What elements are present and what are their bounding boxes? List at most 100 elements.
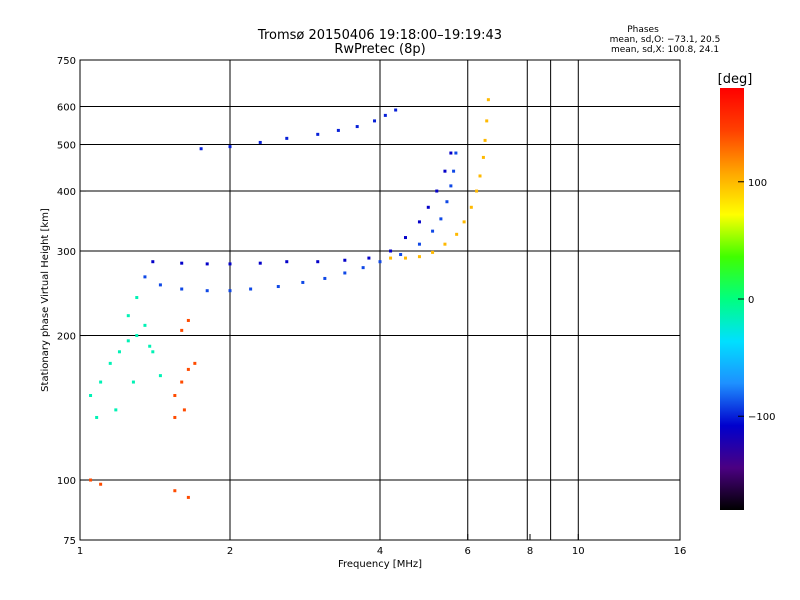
data-point-s3-7 bbox=[469, 205, 473, 209]
data-point-s2-0 bbox=[199, 147, 203, 151]
data-points bbox=[89, 98, 490, 499]
y-axis-ticks: 75 100 200 300 400 500 600 750 bbox=[57, 56, 86, 547]
x-tick-label-6: 16 bbox=[674, 546, 687, 557]
data-point-s2-7 bbox=[373, 119, 377, 123]
data-point-s0-11 bbox=[378, 260, 382, 264]
data-point-s3-10 bbox=[481, 155, 485, 159]
data-point-s0-13 bbox=[417, 242, 421, 246]
data-point-s5-8 bbox=[173, 489, 177, 493]
x-tick-label-5: 10 bbox=[572, 546, 585, 557]
data-point-s0-18 bbox=[452, 169, 456, 173]
data-point-s0-5 bbox=[249, 287, 253, 291]
data-point-s2-6 bbox=[355, 125, 359, 129]
data-point-s0-15 bbox=[439, 217, 443, 221]
data-point-s0-4 bbox=[228, 289, 232, 293]
data-point-s3-1 bbox=[403, 256, 407, 260]
data-point-s2-5 bbox=[336, 128, 340, 132]
data-point-s2-2 bbox=[258, 140, 262, 144]
data-point-s1-8 bbox=[367, 256, 371, 260]
data-point-s4-10 bbox=[114, 408, 118, 412]
data-point-s1-4 bbox=[258, 261, 262, 265]
data-point-s1-0 bbox=[151, 260, 155, 264]
y-axis-label: Stationary phase Virtual Height [km] bbox=[40, 208, 51, 392]
data-point-s3-11 bbox=[483, 138, 487, 142]
data-point-s2-4 bbox=[316, 132, 320, 136]
data-point-s5-5 bbox=[182, 408, 186, 412]
y-tick-label-4: 400 bbox=[57, 187, 76, 198]
colorbar-tick-label-1: 0 bbox=[748, 295, 754, 306]
x-tick-label-4: 8 bbox=[527, 546, 533, 557]
data-point-s1-3 bbox=[228, 262, 232, 266]
data-point-s1-12 bbox=[426, 205, 430, 209]
data-point-s0-14 bbox=[431, 229, 435, 233]
data-point-s1-14 bbox=[443, 169, 447, 173]
data-point-s2-8 bbox=[383, 113, 387, 117]
data-point-s0-17 bbox=[449, 184, 453, 188]
data-point-s3-2 bbox=[417, 255, 421, 259]
x-axis-ticks: 1 2 4 6 8 10 16 bbox=[77, 534, 687, 557]
data-point-s4-6 bbox=[143, 323, 147, 327]
data-point-s3-5 bbox=[455, 232, 459, 236]
data-point-s3-12 bbox=[485, 119, 489, 123]
data-point-s1-7 bbox=[343, 258, 347, 262]
y-tick-label-1: 100 bbox=[57, 476, 76, 487]
colorbar-tick-label-2: −100 bbox=[748, 412, 775, 423]
data-point-s4-8 bbox=[158, 374, 162, 378]
data-point-s0-0 bbox=[143, 275, 147, 279]
data-point-s0-8 bbox=[323, 276, 327, 280]
y-tick-label-5: 500 bbox=[57, 141, 76, 152]
data-point-s5-3 bbox=[193, 361, 197, 365]
data-point-s5-11 bbox=[99, 482, 103, 486]
data-point-s0-2 bbox=[180, 287, 184, 291]
data-point-s3-4 bbox=[443, 242, 447, 246]
data-point-s4-7 bbox=[151, 350, 155, 354]
data-point-s0-7 bbox=[301, 280, 305, 284]
data-point-s2-3 bbox=[285, 136, 289, 140]
chart-title: Tromsø 20150406 19:18:00–19:19:43 bbox=[257, 28, 502, 43]
data-point-s4-0 bbox=[89, 394, 93, 398]
data-point-s1-11 bbox=[417, 220, 421, 224]
data-point-s4-11 bbox=[131, 380, 135, 384]
data-point-s1-13 bbox=[435, 189, 439, 193]
data-point-s4-2 bbox=[108, 361, 112, 365]
data-point-s5-2 bbox=[186, 367, 190, 371]
x-tick-label-1: 2 bbox=[227, 546, 233, 557]
data-point-s0-1 bbox=[158, 283, 162, 287]
annotation-line1: mean, sd,O: −73.1, 20.5 bbox=[610, 35, 721, 45]
data-point-s1-2 bbox=[205, 262, 209, 266]
data-point-s0-12 bbox=[399, 253, 403, 257]
data-point-s4-13 bbox=[135, 296, 139, 300]
data-point-s4-9 bbox=[95, 415, 99, 419]
data-point-s0-19 bbox=[454, 151, 458, 155]
data-point-s5-7 bbox=[186, 318, 190, 322]
data-point-s1-6 bbox=[316, 260, 320, 264]
data-point-s3-13 bbox=[486, 98, 490, 102]
data-point-s5-10 bbox=[89, 478, 93, 482]
data-point-s3-9 bbox=[478, 174, 482, 178]
y-tick-label-7: 750 bbox=[57, 56, 76, 67]
data-point-s3-0 bbox=[389, 256, 393, 260]
x-tick-label-3: 6 bbox=[465, 546, 471, 557]
colorbar-ticks: 100 0 −100 bbox=[738, 178, 775, 423]
data-point-s4-3 bbox=[117, 350, 121, 354]
data-point-s4-5 bbox=[135, 334, 139, 338]
data-point-s4-4 bbox=[126, 339, 130, 343]
annotation-line2: mean, sd,X: 100.8, 24.1 bbox=[611, 45, 719, 55]
data-point-s2-1 bbox=[228, 145, 232, 149]
data-point-s3-3 bbox=[431, 250, 435, 254]
colorbar-tick-label-0: 100 bbox=[748, 178, 767, 189]
data-point-s0-6 bbox=[276, 285, 280, 289]
data-point-s3-6 bbox=[462, 220, 466, 224]
x-axis-label: Frequency [MHz] bbox=[338, 559, 422, 570]
x-tick-label-0: 1 bbox=[77, 546, 83, 557]
data-point-s1-9 bbox=[389, 249, 393, 253]
data-point-s1-5 bbox=[285, 260, 289, 264]
data-point-s4-1 bbox=[99, 380, 103, 384]
y-tick-label-6: 600 bbox=[57, 103, 76, 114]
data-point-s5-6 bbox=[180, 328, 184, 332]
data-point-s3-8 bbox=[475, 189, 479, 193]
data-point-s0-16 bbox=[445, 200, 449, 204]
data-point-s5-1 bbox=[180, 380, 184, 384]
data-point-s1-1 bbox=[180, 261, 184, 265]
